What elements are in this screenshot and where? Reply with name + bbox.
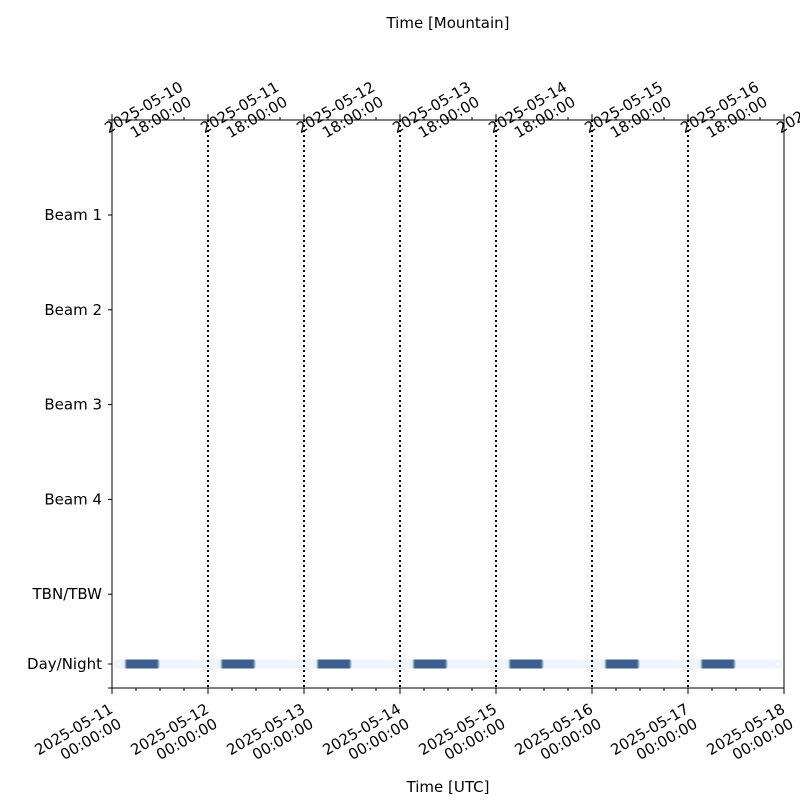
x-tick-label: 2025-05-1100:00:00 [31,700,124,774]
night-segment [124,659,160,669]
plot-area [111,119,785,689]
x-axis-top: 2025-05-1018:00:00 2025-05-1118:00:00 2025… [101,78,800,152]
x-tick-label-text: 2025-05-1100:00:00 [31,700,124,774]
x-tick-label: 2025-05-1400:00:00 [319,700,412,774]
y-tick-label: Day/Night [27,655,102,673]
x2-tick-label-text: 2025-05-1618:00:00 [677,78,770,152]
x-tick-label: 2025-05-1300:00:00 [223,700,316,774]
y-tick-label: Beam 1 [44,206,102,224]
y-tick-label: Beam 2 [44,301,102,319]
x2-tick-label: 2025-05-1518:00:00 [581,78,674,152]
x2-tick-label-text: 2025-05-1518:00:00 [581,78,674,152]
x2-tick-label-text: 2025-05-1718:00:00 [773,78,800,152]
x2-tick-label-text: 2025-05-1318:00:00 [389,78,482,152]
x2-tick-label-text: 2025-05-1218:00:00 [293,78,386,152]
x-tick-label-text: 2025-05-1500:00:00 [415,700,508,774]
x2-tick-label-line: 2025-05-17 [773,78,800,137]
x2-tick-label: 2025-05-1118:00:00 [197,78,290,152]
x-axis-title: Time [UTC] [406,778,490,796]
x2-tick-label-text: 2025-05-1018:00:00 [101,78,194,152]
plot-frame [111,119,785,689]
x-tick-label-text: 2025-05-1700:00:00 [607,700,700,774]
x-axis-bottom: 2025-05-1100:00:00 2025-05-1200:00:00 2025… [31,688,797,774]
x2-tick-label: 2025-05-1418:00:00 [485,78,578,152]
x2-tick-label-text: 2025-05-1118:00:00 [197,78,290,152]
x-tick-label: 2025-05-1700:00:00 [607,700,700,774]
day-night-track [114,659,782,669]
x-tick-label: 2025-05-1800:00:00 [703,700,796,774]
x-tick-label-text: 2025-05-1800:00:00 [703,700,796,774]
night-segment [412,659,448,669]
x-tick-label-text: 2025-05-1600:00:00 [511,700,604,774]
y-tick-label: Beam 4 [44,490,102,508]
x2-tick-label: 2025-05-1718:00:00 [773,78,800,152]
x2-tick-label: 2025-05-1218:00:00 [293,78,386,152]
x-tick-label-text: 2025-05-1300:00:00 [223,700,316,774]
x-tick-label-text: 2025-05-1400:00:00 [319,700,412,774]
y-tick-label: TBN/TBW [32,585,103,603]
x-tick-label-text: 2025-05-1200:00:00 [127,700,220,774]
x2-tick-label: 2025-05-1018:00:00 [101,78,194,152]
x-tick-label: 2025-05-1500:00:00 [415,700,508,774]
night-segment [508,659,544,669]
night-segment [220,659,256,669]
night-segment [316,659,352,669]
x2-axis-title: Time [Mountain] [385,14,509,32]
x-tick-label: 2025-05-1600:00:00 [511,700,604,774]
x2-tick-label: 2025-05-1618:00:00 [677,78,770,152]
night-segment [700,659,736,669]
night-segment [604,659,640,669]
x2-tick-label-text: 2025-05-1418:00:00 [485,78,578,152]
x2-tick-label: 2025-05-1318:00:00 [389,78,482,152]
y-tick-label: Beam 3 [44,396,102,414]
x-tick-label: 2025-05-1200:00:00 [127,700,220,774]
day-boundary-lines [207,120,689,688]
y-axis: Day/Night TBN/TBW Beam 4 Beam 3 Beam 2 Beam 1 [27,119,112,689]
